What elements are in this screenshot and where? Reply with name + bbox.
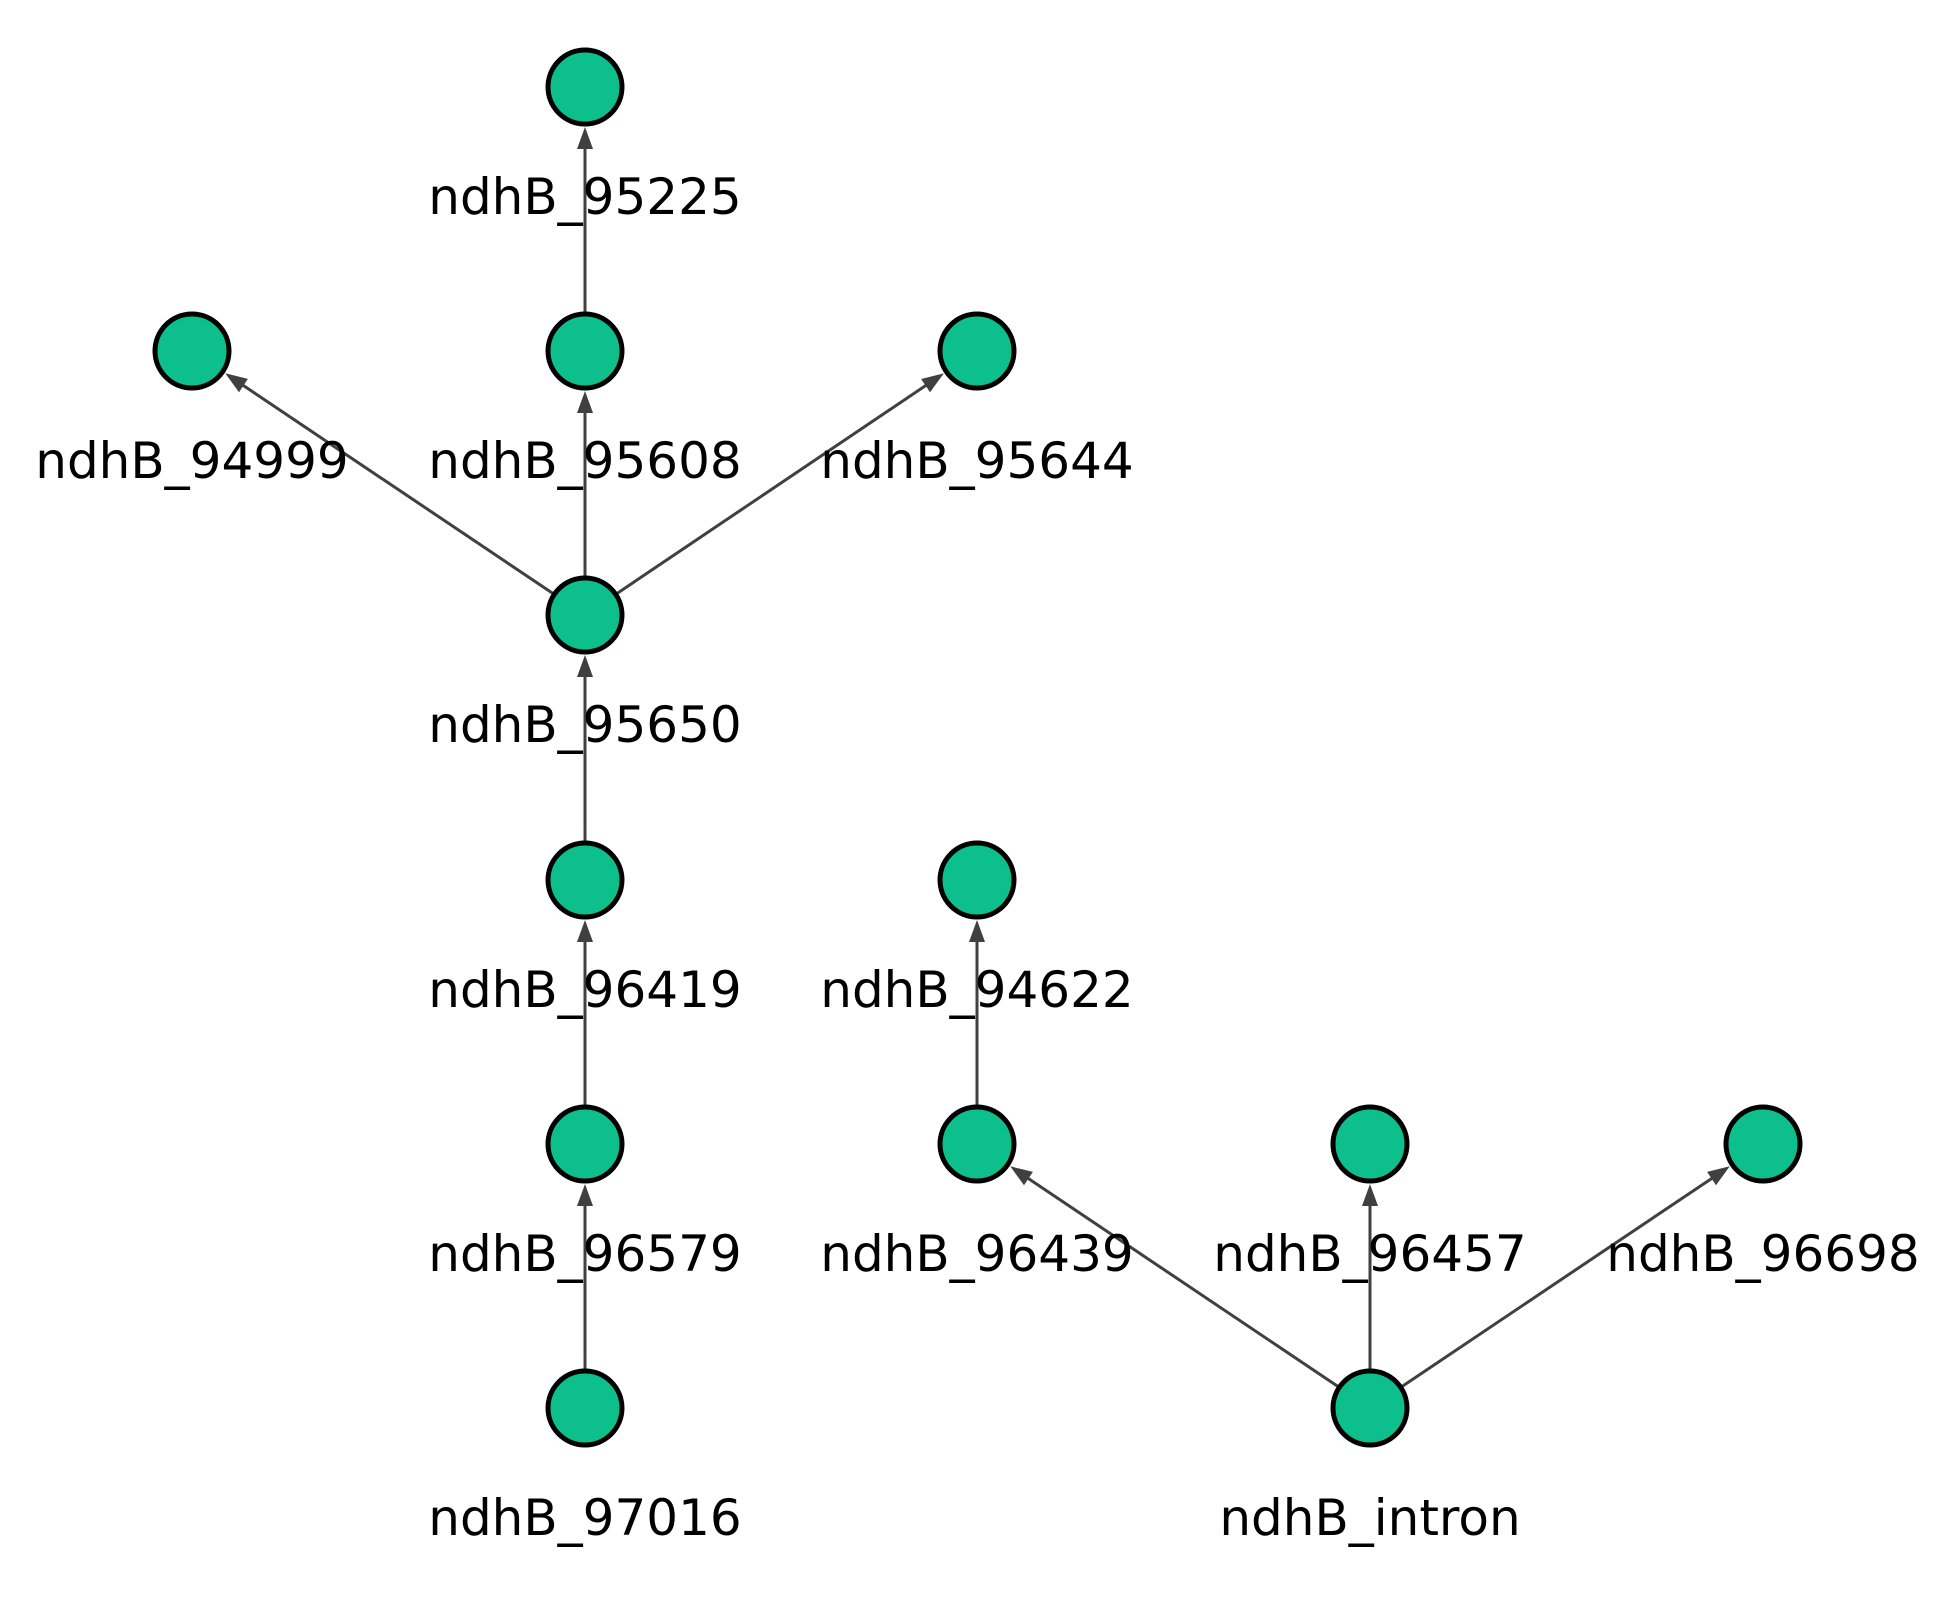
edge-ndhB_97016-to-ndhB_96579 xyxy=(577,1184,593,1371)
edge-line xyxy=(239,382,556,596)
node-label-ndhB_96457: ndhB_96457 xyxy=(1213,1225,1526,1283)
edge-ndhB_95650-to-ndhB_95608 xyxy=(577,391,593,578)
node-ndhB_94622[interactable] xyxy=(937,840,1017,920)
arrowhead-icon xyxy=(225,373,248,393)
arrowhead-icon xyxy=(1362,1184,1378,1206)
arrowhead-icon xyxy=(577,655,593,677)
arrowhead-icon xyxy=(969,920,985,942)
node-ndhB_intron[interactable] xyxy=(1330,1368,1410,1448)
node-ndhB_95650[interactable] xyxy=(545,575,625,655)
node-label-ndhB_97016: ndhB_97016 xyxy=(428,1489,741,1547)
edge-ndhB_96579-to-ndhB_96419 xyxy=(577,920,593,1107)
edge-ndhB_intron-to-ndhB_96439 xyxy=(1010,1166,1341,1389)
edge-ndhB_95608-to-ndhB_95225 xyxy=(577,127,593,314)
labels-layer: ndhB_95225 ndhB_94999 ndhB_95608 ndhB_95644… xyxy=(35,168,1919,1547)
edge-line xyxy=(614,382,930,596)
edge-ndhB_96439-to-ndhB_94622 xyxy=(969,920,985,1107)
arrowhead-icon xyxy=(1707,1166,1730,1186)
node-ndhB_95644[interactable] xyxy=(937,311,1017,391)
node-label-ndhB_96698: ndhB_96698 xyxy=(1606,1225,1919,1283)
node-ndhB_96579[interactable] xyxy=(545,1104,625,1184)
node-ndhB_97016[interactable] xyxy=(545,1368,625,1448)
arrowhead-icon xyxy=(921,373,944,393)
arrowhead-icon xyxy=(577,920,593,942)
node-label-ndhB_95225: ndhB_95225 xyxy=(428,168,741,226)
node-ndhB_95608[interactable] xyxy=(545,311,625,391)
arrowhead-icon xyxy=(577,391,593,413)
nodes-layer xyxy=(152,47,1803,1448)
node-label-ndhB_94622: ndhB_94622 xyxy=(820,961,1133,1019)
node-ndhB_96698[interactable] xyxy=(1723,1104,1803,1184)
node-label-ndhB_95608: ndhB_95608 xyxy=(428,432,741,490)
node-label-ndhB_96419: ndhB_96419 xyxy=(428,961,741,1019)
edge-ndhB_96419-to-ndhB_95650 xyxy=(577,655,593,843)
node-ndhB_96457[interactable] xyxy=(1330,1104,1410,1184)
edge-ndhB_intron-to-ndhB_96457 xyxy=(1362,1184,1378,1371)
node-ndhB_95225[interactable] xyxy=(545,47,625,127)
node-ndhB_96419[interactable] xyxy=(545,840,625,920)
node-label-ndhB_94999: ndhB_94999 xyxy=(35,432,348,490)
node-ndhB_94999[interactable] xyxy=(152,311,232,391)
node-label-ndhB_96579: ndhB_96579 xyxy=(428,1225,741,1283)
arrowhead-icon xyxy=(577,127,593,149)
node-label-ndhB_95644: ndhB_95644 xyxy=(820,432,1133,490)
edge-ndhB_95650-to-ndhB_94999 xyxy=(225,373,556,596)
arrowhead-icon xyxy=(577,1184,593,1206)
edge-line xyxy=(1399,1175,1716,1389)
node-label-ndhB_96439: ndhB_96439 xyxy=(820,1225,1133,1283)
edge-ndhB_intron-to-ndhB_96698 xyxy=(1399,1166,1730,1389)
node-ndhB_96439[interactable] xyxy=(937,1104,1017,1184)
edges-layer xyxy=(225,127,1730,1389)
node-label-ndhB_intron: ndhB_intron xyxy=(1219,1489,1520,1547)
arrowhead-icon xyxy=(1010,1166,1033,1186)
node-label-ndhB_95650: ndhB_95650 xyxy=(428,696,741,754)
edge-ndhB_95650-to-ndhB_95644 xyxy=(614,373,944,596)
edge-line xyxy=(1024,1175,1341,1389)
